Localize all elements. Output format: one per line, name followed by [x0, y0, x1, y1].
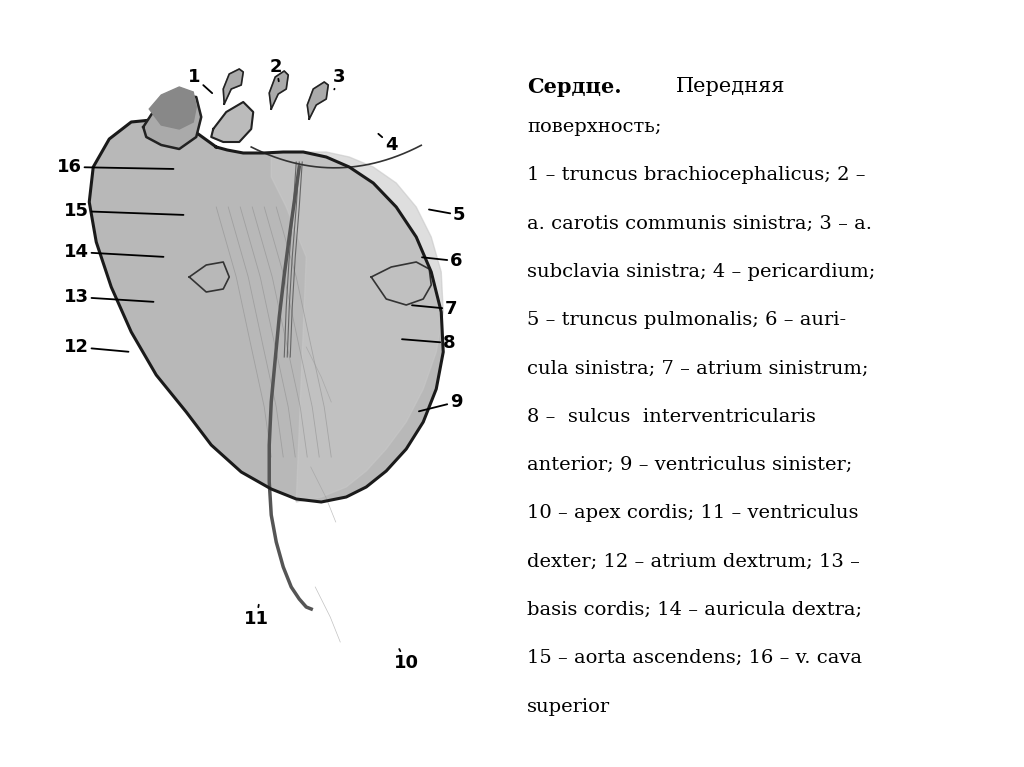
Text: 2: 2 — [270, 58, 283, 81]
Text: a. carotis communis sinistra; 3 – a.: a. carotis communis sinistra; 3 – a. — [527, 215, 872, 232]
Text: 10: 10 — [394, 649, 419, 672]
Text: Передняя: Передняя — [676, 77, 785, 96]
Text: поверхность;: поверхность; — [527, 118, 662, 136]
Text: 4: 4 — [378, 133, 397, 154]
Text: 14: 14 — [63, 243, 164, 261]
Polygon shape — [189, 262, 229, 292]
Text: Сердце.: Сердце. — [527, 77, 622, 97]
Text: 3: 3 — [333, 68, 345, 90]
Polygon shape — [143, 95, 202, 149]
Text: 7: 7 — [412, 300, 458, 318]
Polygon shape — [269, 71, 288, 109]
Polygon shape — [271, 152, 443, 502]
Text: 5: 5 — [429, 206, 466, 224]
Text: superior: superior — [527, 698, 610, 716]
Text: 10 – apex cordis; 11 – ventriculus: 10 – apex cordis; 11 – ventriculus — [527, 505, 859, 522]
Text: 16: 16 — [56, 158, 173, 176]
Text: 15: 15 — [63, 202, 183, 220]
Polygon shape — [307, 82, 329, 119]
Text: anterior; 9 – ventriculus sinister;: anterior; 9 – ventriculus sinister; — [527, 456, 853, 474]
Polygon shape — [211, 102, 253, 142]
Polygon shape — [223, 69, 244, 104]
Text: 12: 12 — [63, 338, 128, 356]
Text: basis cordis; 14 – auricula dextra;: basis cordis; 14 – auricula dextra; — [527, 601, 862, 619]
Text: 11: 11 — [244, 604, 268, 628]
Polygon shape — [150, 87, 197, 129]
Text: 9: 9 — [419, 393, 463, 411]
Text: 1: 1 — [188, 68, 212, 93]
Text: 8 –  sulcus  interventricularis: 8 – sulcus interventricularis — [527, 408, 816, 426]
Text: 13: 13 — [63, 288, 154, 306]
Text: subclavia sinistra; 4 – pericardium;: subclavia sinistra; 4 – pericardium; — [527, 263, 876, 281]
Text: cula sinistra; 7 – atrium sinistrum;: cula sinistra; 7 – atrium sinistrum; — [527, 360, 868, 377]
Text: dexter; 12 – atrium dextrum; 13 –: dexter; 12 – atrium dextrum; 13 – — [527, 553, 860, 571]
Text: 1 – truncus brachiocephalicus; 2 –: 1 – truncus brachiocephalicus; 2 – — [527, 166, 866, 184]
Polygon shape — [372, 262, 431, 305]
Text: 6: 6 — [422, 252, 463, 270]
Polygon shape — [89, 119, 443, 502]
Text: 15 – aorta ascendens; 16 – v. cava: 15 – aorta ascendens; 16 – v. cava — [527, 650, 862, 667]
Text: 5 – truncus pulmonalis; 6 – auri-: 5 – truncus pulmonalis; 6 – auri- — [527, 311, 847, 329]
Text: 8: 8 — [402, 334, 456, 352]
